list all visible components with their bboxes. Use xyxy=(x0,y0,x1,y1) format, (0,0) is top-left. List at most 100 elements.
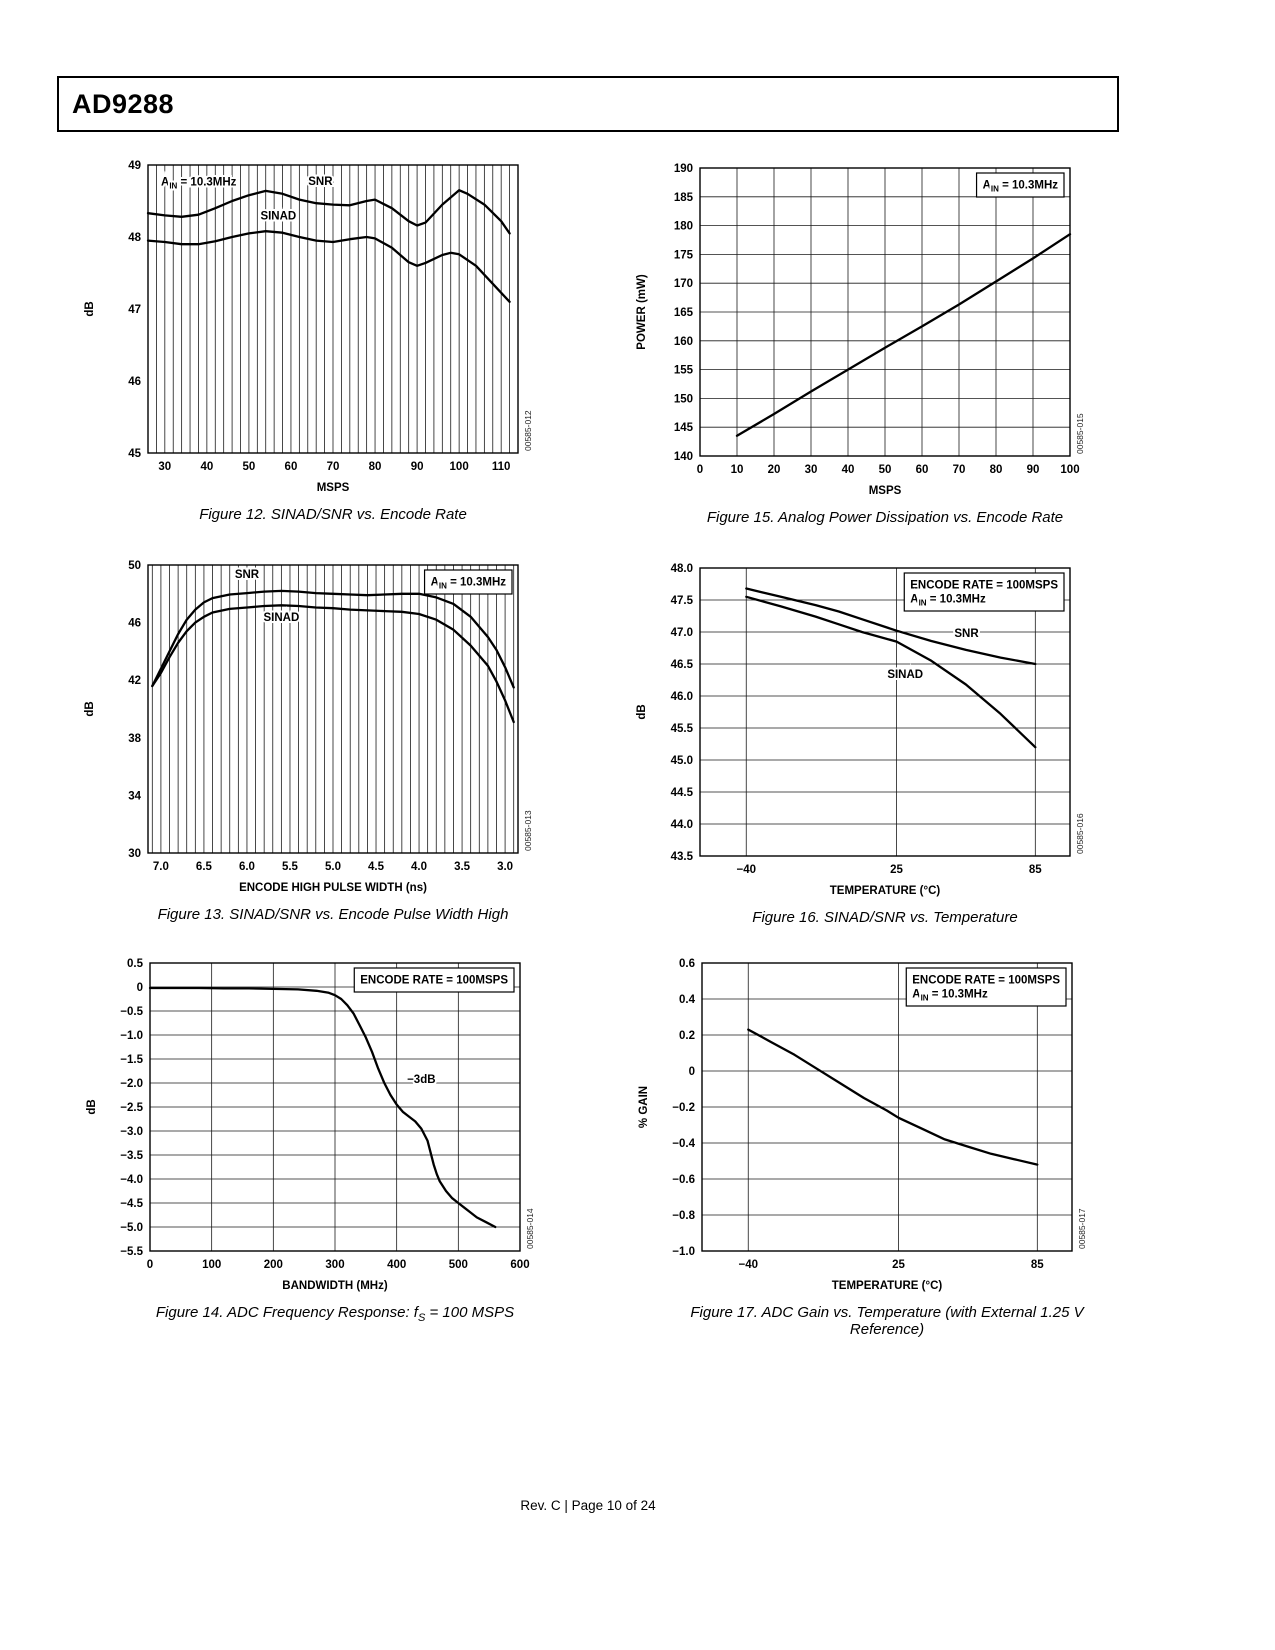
part-number-box: AD9288 xyxy=(57,76,1119,132)
x-axis-label: BANDWIDTH (MHz) xyxy=(282,1280,388,1292)
y-tick-label: 0 xyxy=(689,1066,695,1078)
series-sinad xyxy=(146,230,511,303)
tick-labels: −40 25 85 0.6 0.4 0.2 0 −0.2 −0.4 −0.6 −0.8 −1.0 xyxy=(672,958,1044,1271)
y-tick-label: 45 xyxy=(128,448,141,460)
svg-text:AIN = 10.3MHz: AIN = 10.3MHz xyxy=(910,593,986,607)
y-axis-label: dB xyxy=(84,701,96,716)
y-tick-label: −4.5 xyxy=(120,1198,143,1210)
y-tick-label: 42 xyxy=(128,675,141,687)
annotation: AIN = 10.3MHz xyxy=(423,569,513,595)
y-tick-label: −1.5 xyxy=(120,1054,143,1066)
y-tick-label: −3.0 xyxy=(120,1126,143,1138)
y-tick-label: −0.2 xyxy=(672,1102,695,1114)
x-tick-label: 5.0 xyxy=(325,861,341,873)
grid xyxy=(700,168,1070,456)
y-tick-label: −5.5 xyxy=(120,1246,143,1258)
x-tick-label: 0 xyxy=(697,464,703,476)
y-tick-label: 180 xyxy=(674,221,693,233)
curve-label: SINAD xyxy=(260,211,296,223)
x-tick-label: 85 xyxy=(1031,1259,1044,1271)
figure-sinad-snr-vs-pulse-width: 7.0 6.5 6.0 5.5 5.0 4.5 4.0 3.5 3.0 30 34 38 42 46 50 E… xyxy=(76,551,564,923)
annotation-box xyxy=(353,967,515,993)
annotation-box xyxy=(903,572,1065,612)
x-tick-label: 200 xyxy=(264,1259,283,1271)
x-tick-label: 30 xyxy=(805,464,818,476)
y-tick-label: 45.0 xyxy=(671,755,693,767)
figure-number-code: 00585-012 xyxy=(523,410,533,451)
y-tick-label: 165 xyxy=(674,307,694,319)
y-tick-label: 46 xyxy=(128,618,141,630)
x-axis-label: ENCODE HIGH PULSE WIDTH (ns) xyxy=(239,882,427,894)
plot-border xyxy=(701,962,1073,1252)
x-tick-label: 90 xyxy=(1027,464,1040,476)
y-tick-label: 48.0 xyxy=(671,563,693,575)
annotation: ENCODE RATE = 100MSPS xyxy=(353,967,515,993)
svg-text:AIN = 10.3MHz: AIN = 10.3MHz xyxy=(983,179,1059,193)
plot-border xyxy=(147,164,519,454)
y-tick-label: 140 xyxy=(674,451,693,463)
y-tick-label: 175 xyxy=(674,249,694,261)
figure-number-code: 00585-014 xyxy=(525,1208,535,1249)
x-tick-label: 100 xyxy=(202,1259,221,1271)
series-snr xyxy=(745,587,1037,666)
chart-svg: −40 25 85 0.6 0.4 0.2 0 −0.2 −0.4 −0.6 −0.8 −1.0 TEM… xyxy=(638,958,1087,1292)
y-tick-label: 38 xyxy=(128,733,141,745)
x-tick-label: 60 xyxy=(285,461,298,473)
x-tick-label: 30 xyxy=(158,461,171,473)
figure-power-dissipation-vs-encode-rate: 0 10 20 30 40 50 60 70 80 90 100 140 145 150 155 160 165… xyxy=(628,154,1116,526)
y-tick-label: 150 xyxy=(674,393,693,405)
series-response xyxy=(148,986,497,1229)
y-axis-label: dB xyxy=(86,1099,98,1114)
y-tick-label: 49 xyxy=(128,160,141,172)
series-sinad xyxy=(745,595,1037,749)
x-tick-label: 400 xyxy=(387,1259,406,1271)
grid xyxy=(702,963,1072,1251)
y-tick-label: −0.6 xyxy=(672,1174,695,1186)
x-tick-label: 10 xyxy=(731,464,744,476)
y-tick-label: 46 xyxy=(128,376,141,388)
series-gain xyxy=(747,1028,1039,1166)
figure-adc-gain-vs-temperature: −40 25 85 0.6 0.4 0.2 0 −0.2 −0.4 −0.6 −0.8 −1.0 TEM… xyxy=(630,949,1118,1338)
y-tick-label: −0.5 xyxy=(120,1006,143,1018)
series-snr xyxy=(151,589,515,689)
figure-caption: Figure 12. SINAD/SNR vs. Encode Rate xyxy=(199,506,467,523)
x-axis-label: TEMPERATURE (°C) xyxy=(832,1280,943,1292)
grid xyxy=(156,165,510,453)
chart-canvas: −40 25 85 0.6 0.4 0.2 0 −0.2 −0.4 −0.6 −0.8 −1.0 TEM… xyxy=(630,949,1118,1301)
plot-border xyxy=(699,567,1071,857)
page-footer: Rev. C | Page 10 of 24 xyxy=(57,1498,1119,1513)
series-sinad xyxy=(151,604,515,724)
x-tick-label: 70 xyxy=(327,461,340,473)
x-tick-label: 3.0 xyxy=(497,861,513,873)
y-tick-label: −4.0 xyxy=(120,1174,143,1186)
y-tick-label: 190 xyxy=(674,163,693,175)
chart-canvas: 7.0 6.5 6.0 5.5 5.0 4.5 4.0 3.5 3.0 30 34 38 42 46 50 E… xyxy=(76,551,564,903)
y-tick-label: 0.4 xyxy=(679,994,696,1006)
annotation: ENCODE RATE = 100MSPS AIN = 10.3MHz xyxy=(905,967,1067,1007)
y-tick-label: 0.2 xyxy=(679,1030,695,1042)
tick-labels: −40 25 85 43.5 44.0 44.5 45.0 45.5 46.0 46.5 47.0 4… xyxy=(671,563,1043,876)
y-tick-label: 0.5 xyxy=(127,958,144,970)
y-tick-label: −1.0 xyxy=(120,1030,143,1042)
chart-canvas: 0 10 20 30 40 50 60 70 80 90 100 140 145 150 155 160 165… xyxy=(628,154,1116,506)
figure-sinad-snr-vs-temperature: −40 25 85 43.5 44.0 44.5 45.0 45.5 46.0 46.5 47.0 4… xyxy=(628,554,1116,926)
figure-sinad-snr-vs-encode-rate: 30 40 50 60 70 80 90 100 110 45 46 47 48 49 MSPS dB SNR S… xyxy=(76,151,564,523)
y-axis-label: % GAIN xyxy=(638,1086,650,1128)
y-axis-label: dB xyxy=(84,301,96,316)
curve-label: SINAD xyxy=(263,612,299,624)
curve-label: −3dB xyxy=(407,1074,435,1086)
svg-text:AIN = 10.3MHz: AIN = 10.3MHz xyxy=(431,576,507,590)
x-tick-label: 25 xyxy=(892,1259,905,1271)
figure-number-code: 00585-015 xyxy=(1075,413,1085,454)
x-tick-label: 300 xyxy=(325,1259,344,1271)
x-tick-label: −40 xyxy=(736,864,756,876)
y-tick-label: −0.4 xyxy=(672,1138,695,1150)
x-axis-label: TEMPERATURE (°C) xyxy=(830,885,941,897)
figure-caption: Figure 15. Analog Power Dissipation vs. … xyxy=(706,509,1064,526)
curve-label: SINAD xyxy=(887,669,923,681)
y-tick-label: 0 xyxy=(137,982,143,994)
footer-text: Rev. C | Page 10 of 24 xyxy=(520,1498,656,1513)
y-tick-label: 47.5 xyxy=(671,595,694,607)
chart-svg: 30 40 50 60 70 80 90 100 110 45 46 47 48 49 MSPS dB SNR S… xyxy=(84,160,533,494)
figure-number-code: 00585-016 xyxy=(1075,813,1085,854)
